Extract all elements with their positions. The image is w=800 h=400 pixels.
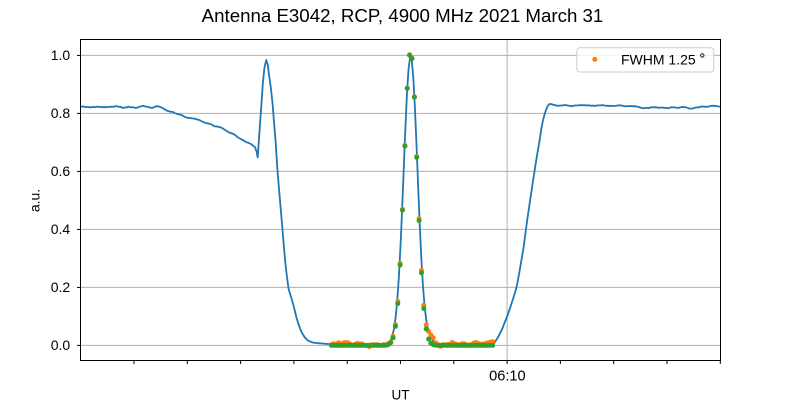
svg-text:0.6: 0.6 [51, 163, 71, 179]
svg-text:UT: UT [392, 387, 410, 400]
svg-text:Antenna E3042, RCP, 4900 MHz 2: Antenna E3042, RCP, 4900 MHz 2021 March … [202, 5, 604, 26]
svg-text:06:10: 06:10 [489, 369, 526, 385]
svg-text:0.4: 0.4 [51, 221, 71, 237]
svg-text:FWHM 1.25: FWHM 1.25 [621, 51, 696, 67]
svg-text:0.2: 0.2 [51, 279, 71, 295]
svg-text:0.8: 0.8 [51, 105, 71, 121]
svg-text:a.u.: a.u. [27, 189, 43, 212]
svg-text:1.0: 1.0 [51, 47, 71, 63]
svg-text:0.0: 0.0 [51, 337, 71, 353]
